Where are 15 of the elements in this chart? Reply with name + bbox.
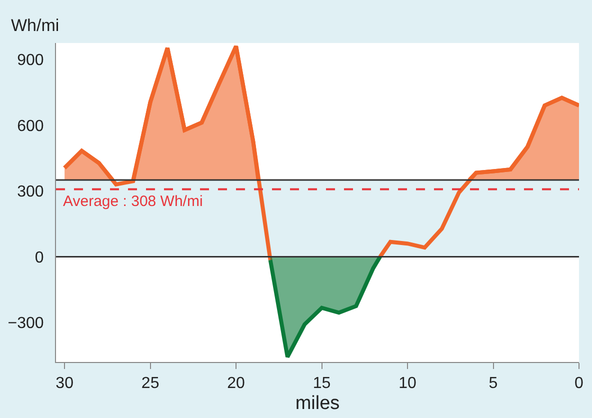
x-tick-label: 10 [398,375,417,392]
x-tick-label: 25 [141,375,160,392]
x-tick-label: 20 [227,375,246,392]
x-tick-label: 30 [56,375,74,392]
x-axis-title: miles [295,393,340,414]
x-tick-label: 15 [312,375,331,392]
y-tick-label: 600 [17,118,44,135]
ref-line-label: Average : 308 Wh/mi [63,193,203,210]
y-tick-label: 0 [34,249,44,266]
x-tick-label: 0 [574,375,584,392]
y-tick-label: 300 [17,184,44,201]
y-axis-title: Wh/mi [11,16,60,35]
x-tick-label: 5 [488,375,498,392]
y-tick-label: 900 [17,52,44,70]
y-tick-label: −300 [8,315,44,332]
